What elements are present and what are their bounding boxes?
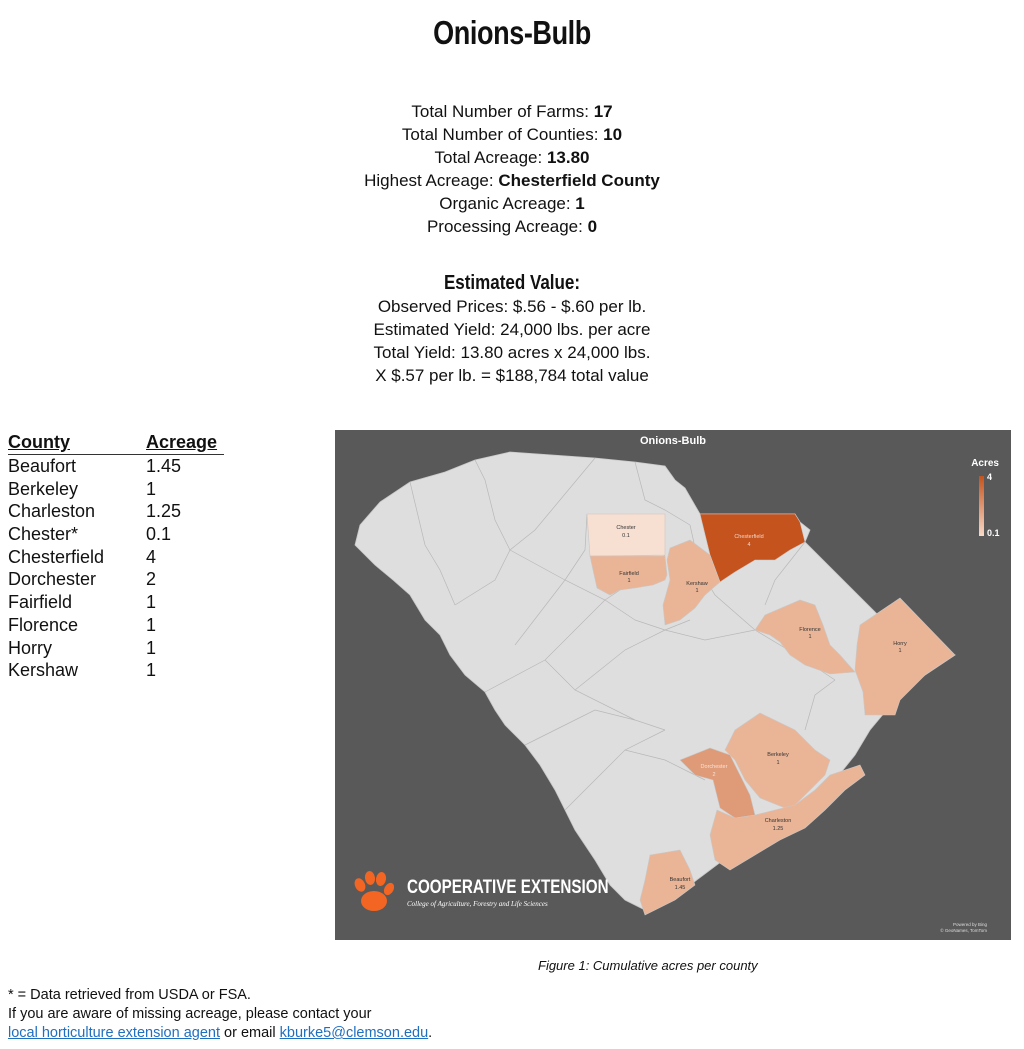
svg-text:Beaufort: Beaufort <box>670 877 691 883</box>
data-source-note: * = Data retrieved from USDA or FSA. <box>8 987 251 1003</box>
county-florence <box>754 599 856 675</box>
svg-text:Berkeley: Berkeley <box>767 752 789 758</box>
stat-total-acreage: Total Acreage: 13.80 <box>434 148 590 167</box>
header-acreage: Acreage <box>146 432 218 452</box>
svg-text:Charleston: Charleston <box>765 818 792 824</box>
county-borders <box>409 457 836 811</box>
header-county: County <box>8 432 70 452</box>
legend-color-scale <box>979 476 984 536</box>
total-yield: Total Yield: 13.80 acres x 24,000 lbs. <box>373 343 651 362</box>
county-acreage-table: County Acreage Beaufort 1.45 Berkeley 1 Ch… <box>8 430 224 682</box>
estimated-value-heading: Estimated Value: <box>443 272 581 294</box>
svg-text:1: 1 <box>808 634 811 640</box>
tiger-paw-icon <box>354 871 395 911</box>
table-row: Horry 1 <box>8 637 157 658</box>
county-labels: Chester 0.1 Chesterfield 4 Fairfield 1 K… <box>616 525 907 891</box>
svg-text:1: 1 <box>695 588 698 594</box>
svg-text:1: 1 <box>898 648 901 654</box>
stat-counties: Total Number of Counties: 10 <box>401 125 623 144</box>
county-horry <box>854 597 956 716</box>
svg-text:Chester: Chester <box>616 525 635 531</box>
county-beaufort <box>639 849 696 916</box>
table-row: Beaufort 1.45 <box>8 456 182 476</box>
table-row: Chester* 0.1 <box>8 524 172 545</box>
table-row: Charleston 1.25 <box>8 501 182 522</box>
svg-text:1: 1 <box>776 760 779 766</box>
svg-text:Kershaw: Kershaw <box>686 581 707 587</box>
svg-text:Florence: Florence <box>799 627 820 633</box>
stat-organic-acreage: Organic Acreage: 1 <box>439 194 585 213</box>
svg-text:Horry: Horry <box>893 641 907 647</box>
footer-note: * = Data retrieved from USDA or FSA. If … <box>8 987 433 1041</box>
county-kershaw <box>662 539 721 626</box>
map-title: Onions-Bulb <box>640 435 706 447</box>
table-row: Fairfield 1 <box>8 592 157 613</box>
map-credit: Powered by Bing © GeoNames, TomTom <box>940 922 987 933</box>
svg-text:2: 2 <box>712 772 715 778</box>
sc-map-svg: Chester 0.1 Chesterfield 4 Fairfield 1 K… <box>354 451 956 916</box>
table-row: Florence 1 <box>8 614 157 635</box>
estimated-yield: Estimated Yield: 24,000 lbs. per acre <box>373 320 651 339</box>
svg-text:Chesterfield: Chesterfield <box>734 534 763 540</box>
table-row: Kershaw 1 <box>8 660 157 681</box>
svg-text:1: 1 <box>627 578 630 584</box>
svg-text:1.45: 1.45 <box>675 885 686 891</box>
observed-prices: Observed Prices: $.56 - $.60 per lb. <box>377 297 647 316</box>
county-map: Chester 0.1 Chesterfield 4 Fairfield 1 K… <box>335 430 1011 940</box>
county-fairfield <box>589 555 668 596</box>
county-charleston <box>709 764 866 871</box>
stat-highest-acreage: Highest Acreage: Chesterfield County <box>364 171 660 190</box>
svg-text:Dorchester: Dorchester <box>701 764 728 770</box>
page-title: Onions-Bulb <box>433 14 591 51</box>
county-berkeley <box>724 712 831 811</box>
extension-agent-link[interactable]: local horticulture extension agent <box>8 1025 220 1041</box>
extension-logo: COOPERATIVE EXTENSION College of Agricul… <box>351 870 659 914</box>
summary-stats: Total Number of Farms: 17 Total Number o… <box>0 100 1024 238</box>
county-chester <box>586 513 666 557</box>
stat-farms: Total Number of Farms: 17 <box>411 102 613 121</box>
estimated-value-details: Observed Prices: $.56 - $.60 per lb. Est… <box>0 295 1024 387</box>
svg-text:4: 4 <box>747 542 750 548</box>
legend-max: 4 <box>987 472 993 482</box>
svg-text:Fairfield: Fairfield <box>619 571 639 577</box>
email-link[interactable]: kburke5@clemson.edu <box>279 1025 429 1041</box>
figure-caption: Figure 1: Cumulative acres per county <box>538 958 758 973</box>
total-value: X $.57 per lb. = $188,784 total value <box>375 366 649 385</box>
table-header: County Acreage <box>8 430 224 455</box>
svg-text:1.25: 1.25 <box>773 826 784 832</box>
table-row: Chesterfield 4 <box>8 546 157 567</box>
logo-main-text: COOPERATIVE EXTENSION <box>407 876 609 898</box>
legend-min: 0.1 <box>987 528 1000 538</box>
svg-text:0.1: 0.1 <box>622 533 630 539</box>
table-row: Berkeley 1 <box>8 478 157 499</box>
legend-title: Acres <box>971 458 999 469</box>
logo-sub-text: College of Agriculture, Forestry and Lif… <box>407 899 548 908</box>
contact-line: If you are aware of missing acreage, ple… <box>8 1006 372 1022</box>
table-row: Dorchester 2 <box>8 569 157 590</box>
stat-processing-acreage: Processing Acreage: 0 <box>426 217 598 236</box>
